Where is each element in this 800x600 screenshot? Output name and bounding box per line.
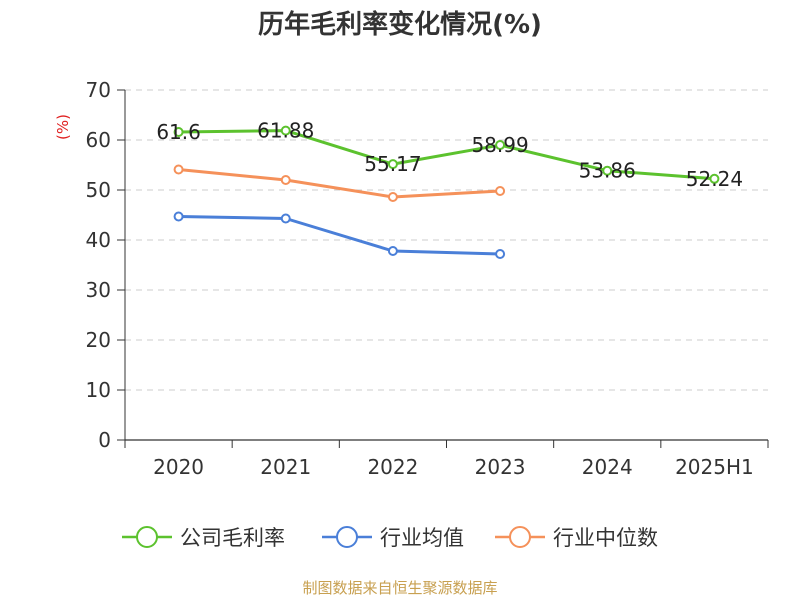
legend-marker [336, 526, 358, 548]
legend-label: 行业中位数 [553, 526, 658, 550]
y-tick-label: 50 [86, 178, 111, 202]
x-tick-label: 2023 [475, 455, 526, 479]
series-layer [173, 125, 720, 259]
data-point [173, 211, 184, 222]
legend-label: 公司毛利率 [180, 526, 285, 550]
data-point [280, 213, 291, 224]
legend-marker [509, 526, 531, 548]
data-point [495, 140, 506, 151]
legend: 公司毛利率 行业均值 行业中位数 [122, 526, 658, 550]
data-point [173, 164, 184, 175]
data-point [173, 127, 184, 137]
data-point [495, 249, 506, 259]
legend-marker [136, 526, 158, 548]
y-axis-unit: (%) [54, 114, 72, 140]
legend-item: 公司毛利率 [122, 526, 285, 550]
data-point [280, 125, 291, 136]
x-tick-label: 2024 [582, 455, 633, 479]
data-point [602, 165, 613, 176]
data-labels: 61.6 61.88 55.17 58.99 53.86 52.24 [156, 119, 743, 191]
data-point [709, 173, 720, 184]
data-point [387, 246, 398, 256]
y-tick-label: 0 [98, 428, 111, 452]
series-line [178, 215, 501, 256]
data-point [495, 186, 506, 196]
data-label: 58.99 [471, 133, 528, 157]
series-line [178, 129, 715, 181]
x-tick-label: 2020 [153, 455, 204, 479]
data-point [280, 175, 291, 185]
legend-item: 行业均值 [322, 526, 464, 550]
y-tick-label: 30 [86, 278, 111, 302]
x-tick-label: 2022 [367, 455, 418, 479]
data-label: 52.24 [686, 167, 743, 191]
data-label: 61.6 [156, 120, 201, 144]
x-tick-label: 2021 [260, 455, 311, 479]
y-tick-label: 10 [86, 378, 111, 402]
data-label: 55.17 [364, 152, 421, 176]
source-note: 制图数据来自恒生聚源数据库 [302, 579, 497, 597]
chart-title: 历年毛利率变化情况(%) [258, 9, 542, 40]
data-label: 61.88 [257, 119, 314, 143]
y-tick-label: 70 [86, 78, 111, 102]
axes: 0 10 20 30 40 50 60 70 2020 2021 2022 2023 2024 2025H… [86, 78, 769, 479]
y-tick-label: 60 [86, 128, 111, 152]
series-line [178, 168, 501, 199]
data-point [387, 192, 398, 202]
legend-label: 行业均值 [380, 526, 464, 550]
y-tick-label: 40 [86, 228, 111, 252]
grid [125, 89, 768, 391]
y-tick-label: 20 [86, 328, 111, 352]
x-tick-label: 2025H1 [675, 455, 754, 479]
legend-item: 行业中位数 [495, 526, 658, 550]
data-point [387, 159, 398, 170]
data-label: 53.86 [579, 159, 636, 183]
